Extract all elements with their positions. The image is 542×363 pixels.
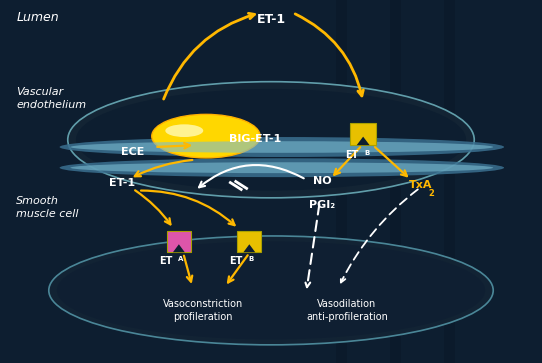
Text: ET-1: ET-1 — [256, 13, 286, 26]
Ellipse shape — [152, 114, 260, 158]
Polygon shape — [357, 136, 370, 145]
Ellipse shape — [57, 241, 485, 339]
Text: B: B — [248, 256, 254, 262]
Text: ECE: ECE — [121, 147, 145, 158]
Ellipse shape — [165, 124, 203, 137]
Text: Vasodilation
anti-profileration: Vasodilation anti-profileration — [306, 299, 388, 322]
Text: NO: NO — [313, 176, 332, 186]
Text: Vascular
endothelium: Vascular endothelium — [16, 87, 86, 110]
Text: TxA: TxA — [409, 180, 433, 190]
Ellipse shape — [60, 137, 504, 157]
Text: A: A — [178, 256, 183, 262]
Ellipse shape — [70, 162, 493, 173]
Ellipse shape — [70, 141, 493, 153]
Ellipse shape — [68, 82, 474, 198]
Bar — [444, 0, 455, 363]
Ellipse shape — [60, 158, 504, 177]
Polygon shape — [243, 244, 255, 252]
Text: Smooth
muscle cell: Smooth muscle cell — [16, 196, 79, 219]
Text: ET-1: ET-1 — [109, 178, 135, 188]
Bar — [336, 0, 347, 363]
Ellipse shape — [49, 236, 493, 345]
Text: ET: ET — [159, 256, 172, 266]
Polygon shape — [167, 231, 191, 252]
Polygon shape — [350, 123, 376, 145]
Text: ET: ET — [229, 256, 243, 266]
Text: Lumen: Lumen — [16, 11, 59, 24]
Polygon shape — [173, 244, 185, 252]
Text: ET: ET — [345, 150, 359, 160]
Polygon shape — [237, 231, 261, 252]
Bar — [390, 0, 401, 363]
Text: B: B — [364, 150, 370, 156]
Text: Vasoconstriction
profileration: Vasoconstriction profileration — [163, 299, 243, 322]
Ellipse shape — [76, 89, 466, 191]
Text: PGI₂: PGI₂ — [309, 200, 335, 210]
Text: 2: 2 — [428, 189, 434, 198]
Text: BIG-ET-1: BIG-ET-1 — [229, 134, 281, 144]
